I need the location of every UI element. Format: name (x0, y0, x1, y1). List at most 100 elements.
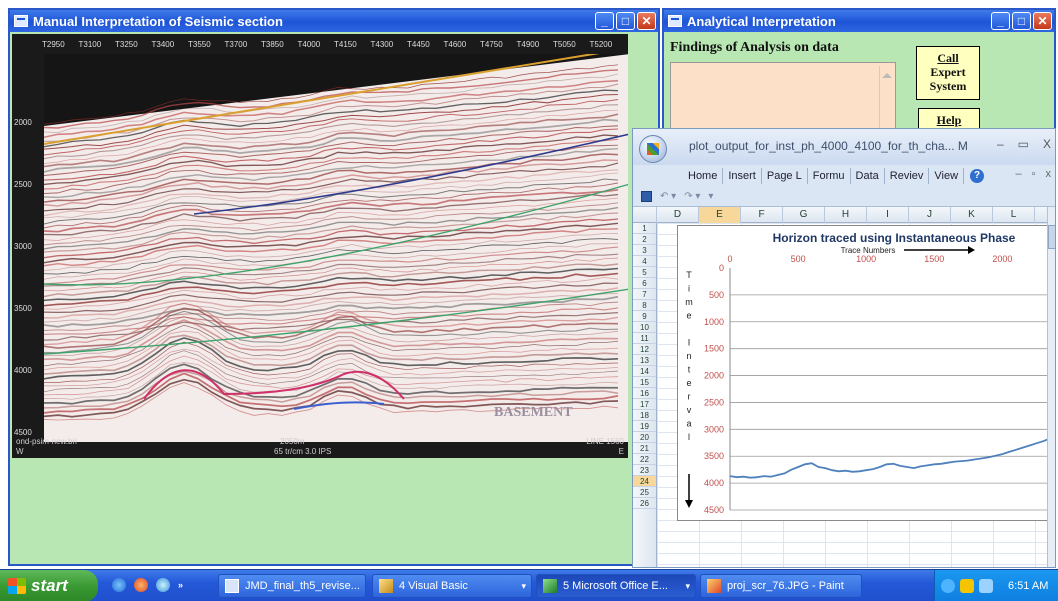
tab-page-layout[interactable]: Page L (762, 168, 808, 184)
excel-maximize-button[interactable]: ▭ (1017, 137, 1029, 151)
row-header[interactable]: 17 (633, 399, 656, 410)
workbook-close-button[interactable]: x (1045, 168, 1052, 180)
workbook-minimize-button[interactable]: – (1015, 168, 1022, 180)
column-header[interactable]: G (783, 207, 825, 223)
media-icon[interactable] (134, 578, 148, 592)
row-header[interactable]: 8 (633, 300, 656, 311)
series-line (729, 437, 1051, 479)
row-header[interactable]: 14 (633, 366, 656, 377)
row-header[interactable]: 10 (633, 322, 656, 333)
trace-label: T4300 (370, 40, 394, 49)
maximize-button[interactable]: □ (1012, 12, 1031, 30)
row-header[interactable]: 12 (633, 344, 656, 355)
x-tick-label: 1500 (924, 254, 944, 264)
row-header[interactable]: 1 (633, 223, 656, 234)
horizon-chart[interactable]: Horizon traced using Instantaneous Phase… (677, 225, 1053, 521)
row-header[interactable]: 4 (633, 256, 656, 267)
office-button-icon[interactable] (639, 135, 667, 163)
row-header[interactable]: 2 (633, 234, 656, 245)
row-header[interactable]: 5 (633, 267, 656, 278)
chart-canvas: Horizon traced using Instantaneous Phase… (685, 231, 1051, 515)
y-tick-label: 3000 (704, 424, 724, 434)
tab-insert[interactable]: Insert (723, 168, 762, 184)
tab-home[interactable]: Home (683, 168, 724, 184)
row-header[interactable]: 25 (633, 487, 656, 498)
start-button[interactable]: start (0, 570, 98, 601)
row-header[interactable]: 19 (633, 421, 656, 432)
ie-icon[interactable] (112, 578, 126, 592)
tab-review[interactable]: Reviev (885, 168, 930, 184)
seismic-section-image[interactable]: T2950 T3100 T3250 T3400 T3550 T3700 T3850 T4000… (12, 34, 628, 458)
tab-data[interactable]: Data (851, 168, 885, 184)
taskbar-item-word[interactable]: JMD_final_th5_revise... (218, 574, 366, 598)
desktop-icon[interactable] (156, 578, 170, 592)
excel-titlebar[interactable]: plot_output_for_inst_ph_4000_4100_for_th… (633, 129, 1055, 165)
column-header[interactable]: J (909, 207, 951, 223)
minimize-button[interactable]: _ (595, 12, 614, 30)
y-axis-label-letter: n (686, 351, 691, 361)
row-header[interactable]: 22 (633, 454, 656, 465)
row-header[interactable]: 16 (633, 388, 656, 399)
findings-scrollbar[interactable] (879, 66, 893, 140)
y-tick-label: 500 (709, 290, 724, 300)
taskbar-item-paint[interactable]: proj_scr_76.JPG - Paint (700, 574, 862, 598)
row-header[interactable]: 6 (633, 278, 656, 289)
column-header[interactable]: H (825, 207, 867, 223)
close-button[interactable]: ✕ (637, 12, 656, 30)
row-header[interactable]: 15 (633, 377, 656, 388)
column-header[interactable]: K (951, 207, 993, 223)
minimize-button[interactable]: _ (991, 12, 1010, 30)
maximize-button[interactable]: □ (616, 12, 635, 30)
shield-icon[interactable] (960, 579, 974, 593)
row-header[interactable]: 13 (633, 355, 656, 366)
network-icon[interactable] (979, 579, 993, 593)
undo-icon[interactable]: ↶ ▾ (660, 191, 677, 202)
row-header[interactable]: 7 (633, 289, 656, 300)
excel-close-button[interactable]: X (1042, 137, 1051, 151)
system-tray: 6:51 AM (934, 570, 1058, 601)
column-header[interactable]: F (741, 207, 783, 223)
row-header[interactable]: 3 (633, 245, 656, 256)
tab-view[interactable]: View (929, 168, 965, 184)
call-expert-system-button[interactable]: Call Expert System (916, 46, 980, 100)
customize-qat-icon[interactable]: ▾ (708, 191, 714, 202)
row-header[interactable]: 20 (633, 432, 656, 443)
row-header[interactable]: 11 (633, 333, 656, 344)
seismic-footer-east: E (618, 447, 624, 456)
column-header[interactable]: L (993, 207, 1035, 223)
column-header[interactable]: E (699, 207, 741, 223)
x-tick-label: 1000 (856, 254, 876, 264)
row-header[interactable]: 23 (633, 465, 656, 476)
vb-icon (379, 579, 393, 593)
chevron-right-icon[interactable]: » (178, 580, 184, 590)
row-header[interactable]: 26 (633, 498, 656, 509)
trace-label: T4900 (516, 40, 540, 49)
help-icon[interactable]: ? (970, 169, 985, 183)
row-header[interactable]: 9 (633, 311, 656, 322)
y-axis-label-letter: I (688, 338, 691, 348)
redo-icon[interactable]: ↷ ▾ (684, 191, 701, 202)
seismic-titlebar[interactable]: Manual Interpretation of Seismic section… (10, 10, 658, 32)
select-all-corner[interactable] (633, 207, 657, 223)
worksheet-scrollbar[interactable] (1047, 207, 1055, 567)
row-header[interactable]: 21 (633, 443, 656, 454)
seismic-footer-info: 65 tr/cm 3.0 IPS (274, 447, 332, 456)
row-header[interactable]: 18 (633, 410, 656, 421)
row-header[interactable]: 24 (633, 476, 656, 487)
x-axis-arrowhead (968, 246, 975, 254)
tray-arrow-icon[interactable] (941, 579, 955, 593)
trace-label: T4600 (443, 40, 467, 49)
taskbar-item-excel[interactable]: 5 Microsoft Office E... ▾ (536, 574, 696, 598)
taskbar-item-visual-basic[interactable]: 4 Visual Basic ▾ (372, 574, 532, 598)
analytical-titlebar[interactable]: Analytical Interpretation _ □ ✕ (664, 10, 1054, 32)
seismic-footer-scale: 2050m (280, 437, 305, 446)
column-header[interactable]: D (657, 207, 699, 223)
tab-formulas[interactable]: Formu (808, 168, 851, 184)
workbook-restore-button[interactable]: ▫ (1031, 168, 1036, 180)
close-button[interactable]: ✕ (1033, 12, 1052, 30)
column-header[interactable]: I (867, 207, 909, 223)
analytical-window-title: Analytical Interpretation (687, 13, 836, 29)
chevron-down-icon: ▾ (521, 581, 526, 591)
save-icon[interactable] (641, 191, 652, 202)
excel-minimize-button[interactable]: – (996, 137, 1004, 151)
